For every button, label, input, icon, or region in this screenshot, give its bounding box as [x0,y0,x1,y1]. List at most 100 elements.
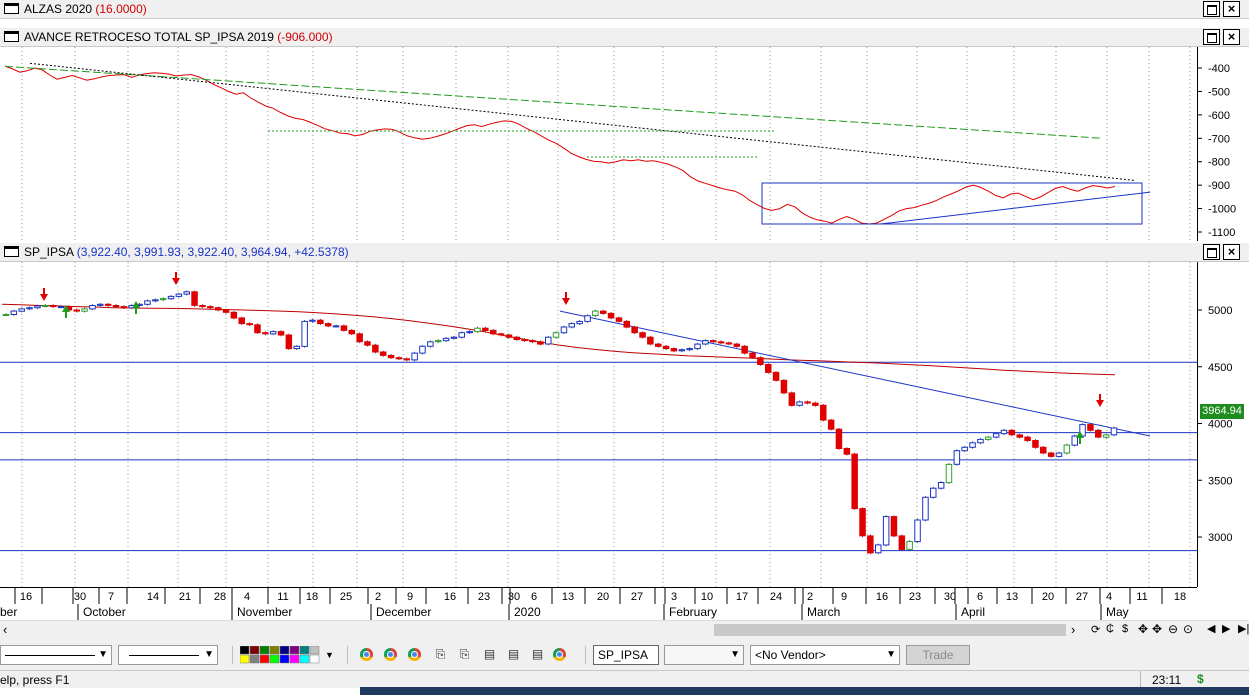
line-style-dropdown[interactable]: ▼ [0,645,112,665]
date-tick-label: 4 [1106,591,1112,603]
candle [827,419,835,430]
candle [332,325,340,328]
window-icon[interactable]: ▤ [483,647,496,661]
refresh-icon[interactable]: ⟳ [1091,624,1101,636]
date-tick-label: 10 [701,591,713,603]
chrome-icon[interactable] [553,648,566,661]
candle [238,317,245,325]
candle [18,308,25,312]
document-icon [4,3,19,14]
candle [285,334,293,350]
color-swatch [269,654,280,664]
document-icon [4,31,19,42]
color-swatch [239,654,250,664]
close-button[interactable]: × [1223,1,1240,17]
close-button[interactable]: × [1223,29,1240,45]
y-tick-label: 3000 [1208,532,1232,544]
template-icon[interactable]: ⎘ [435,647,446,661]
trade-button[interactable]: Trade [906,645,970,665]
avance-window-titlebar[interactable]: AVANCE RETROCESO TOTAL SP_IPSA 2019 (-90… [0,28,1249,47]
date-tick-label: 23 [909,591,921,603]
candle [1000,429,1008,435]
last-bar-icon[interactable]: ▶ [1222,623,1231,635]
zoom-in-icon[interactable]: ✥ [1138,622,1149,636]
advance-decline-chart [4,47,1191,241]
vendor-dropdown[interactable]: <No Vendor> ▼ [750,645,900,665]
candle [42,305,49,307]
candle [662,345,670,350]
close-button[interactable]: × [1223,244,1240,260]
candle [725,342,733,345]
candle [301,320,308,347]
symbol-input[interactable]: SP_IPSA [593,645,659,665]
chart-scrollbar[interactable]: ‹ › ⟳ ₵ $ ✥ ✥ ⊖ ⊙ ◀ ▶ ▶| [0,620,1249,639]
os-taskbar [360,687,1249,695]
scroll-right-icon[interactable]: › [1071,622,1076,637]
candle [309,319,316,322]
zoom-icon[interactable]: ⊙ [1183,622,1194,636]
alzas-window-title: ALZAS 2020 (16.0000) [24,2,147,16]
chrome-icon[interactable] [384,648,397,661]
maximize-button[interactable] [1203,244,1220,260]
zoom-out-icon[interactable]: ⊖ [1168,622,1179,636]
scroll-thumb[interactable] [714,624,1066,636]
candle [254,324,261,334]
downtrend-line [559,310,1151,437]
move-icon[interactable]: ✥ [1152,622,1163,636]
candle [387,354,395,359]
advance-decline-chart-pane[interactable]: -400 -500 -600 -700 -800 -900 -1000 -1100 [0,47,1249,241]
maximize-button[interactable] [1203,29,1220,45]
color-dropdown-icon[interactable]: ▼ [325,650,334,660]
window-icon[interactable]: ▤ [531,647,544,661]
candle [403,358,410,361]
candle [49,305,57,308]
template-icon[interactable]: ⎘ [459,647,470,661]
candle [757,357,764,365]
month-label: May [1106,605,1129,619]
candle [765,364,772,373]
price-y-axis: 5000 4500 4000 3500 3000 [1197,262,1249,587]
down-arrow-signal [172,272,180,285]
candle [505,334,513,338]
chrome-icon[interactable] [360,648,373,661]
line-width-dropdown[interactable]: ▼ [118,645,218,665]
candle [820,404,827,421]
candle [356,333,363,343]
candle [207,306,214,309]
candle [1102,434,1110,438]
candle [1008,429,1016,436]
date-tick-label: 20 [1042,591,1054,603]
window-icon[interactable]: ▤ [507,647,520,661]
candle [411,352,418,361]
price-chart-pane[interactable]: 5000 4500 4000 3500 3000 3964.94 [0,262,1249,587]
candle [262,332,269,335]
candle [2,314,10,316]
chrome-icon[interactable] [408,648,421,661]
candle [1110,427,1118,436]
end-icon[interactable]: ▶| [1238,623,1249,635]
candle [655,343,662,347]
maximize-button[interactable] [1203,1,1220,17]
date-tick-label: 30 [944,591,956,603]
date-tick-label: 16 [20,591,32,603]
candle [97,303,104,306]
alzas-window-titlebar[interactable]: ALZAS 2020 (16.0000) × [0,0,1249,19]
scroll-left-icon[interactable]: ‹ [3,622,8,637]
sp-ipsa-window-title: SP_IPSA (3,922.40, 3,991.93, 3,922.40, 3… [24,245,349,259]
date-tick-label: 3 [671,591,677,603]
currency-icon[interactable]: ₵ [1106,623,1114,635]
candle [340,325,348,331]
sp-ipsa-window-titlebar[interactable]: SP_IPSA (3,922.40, 3,991.93, 3,922.40, 3… [0,243,1249,262]
color-swatch [299,654,310,664]
candle [780,379,788,394]
date-tick-label: 24 [770,591,782,603]
y-tick-label: -1000 [1208,204,1236,216]
month-label: 2020 [514,605,541,619]
candle [890,516,898,537]
color-palette[interactable] [239,645,324,664]
timeframe-dropdown[interactable]: ▼ [664,645,744,665]
candle [379,351,387,356]
y-tick-label: -500 [1208,86,1230,98]
price-icon[interactable]: $ [1122,623,1129,635]
first-bar-icon[interactable]: ◀ [1207,623,1216,635]
